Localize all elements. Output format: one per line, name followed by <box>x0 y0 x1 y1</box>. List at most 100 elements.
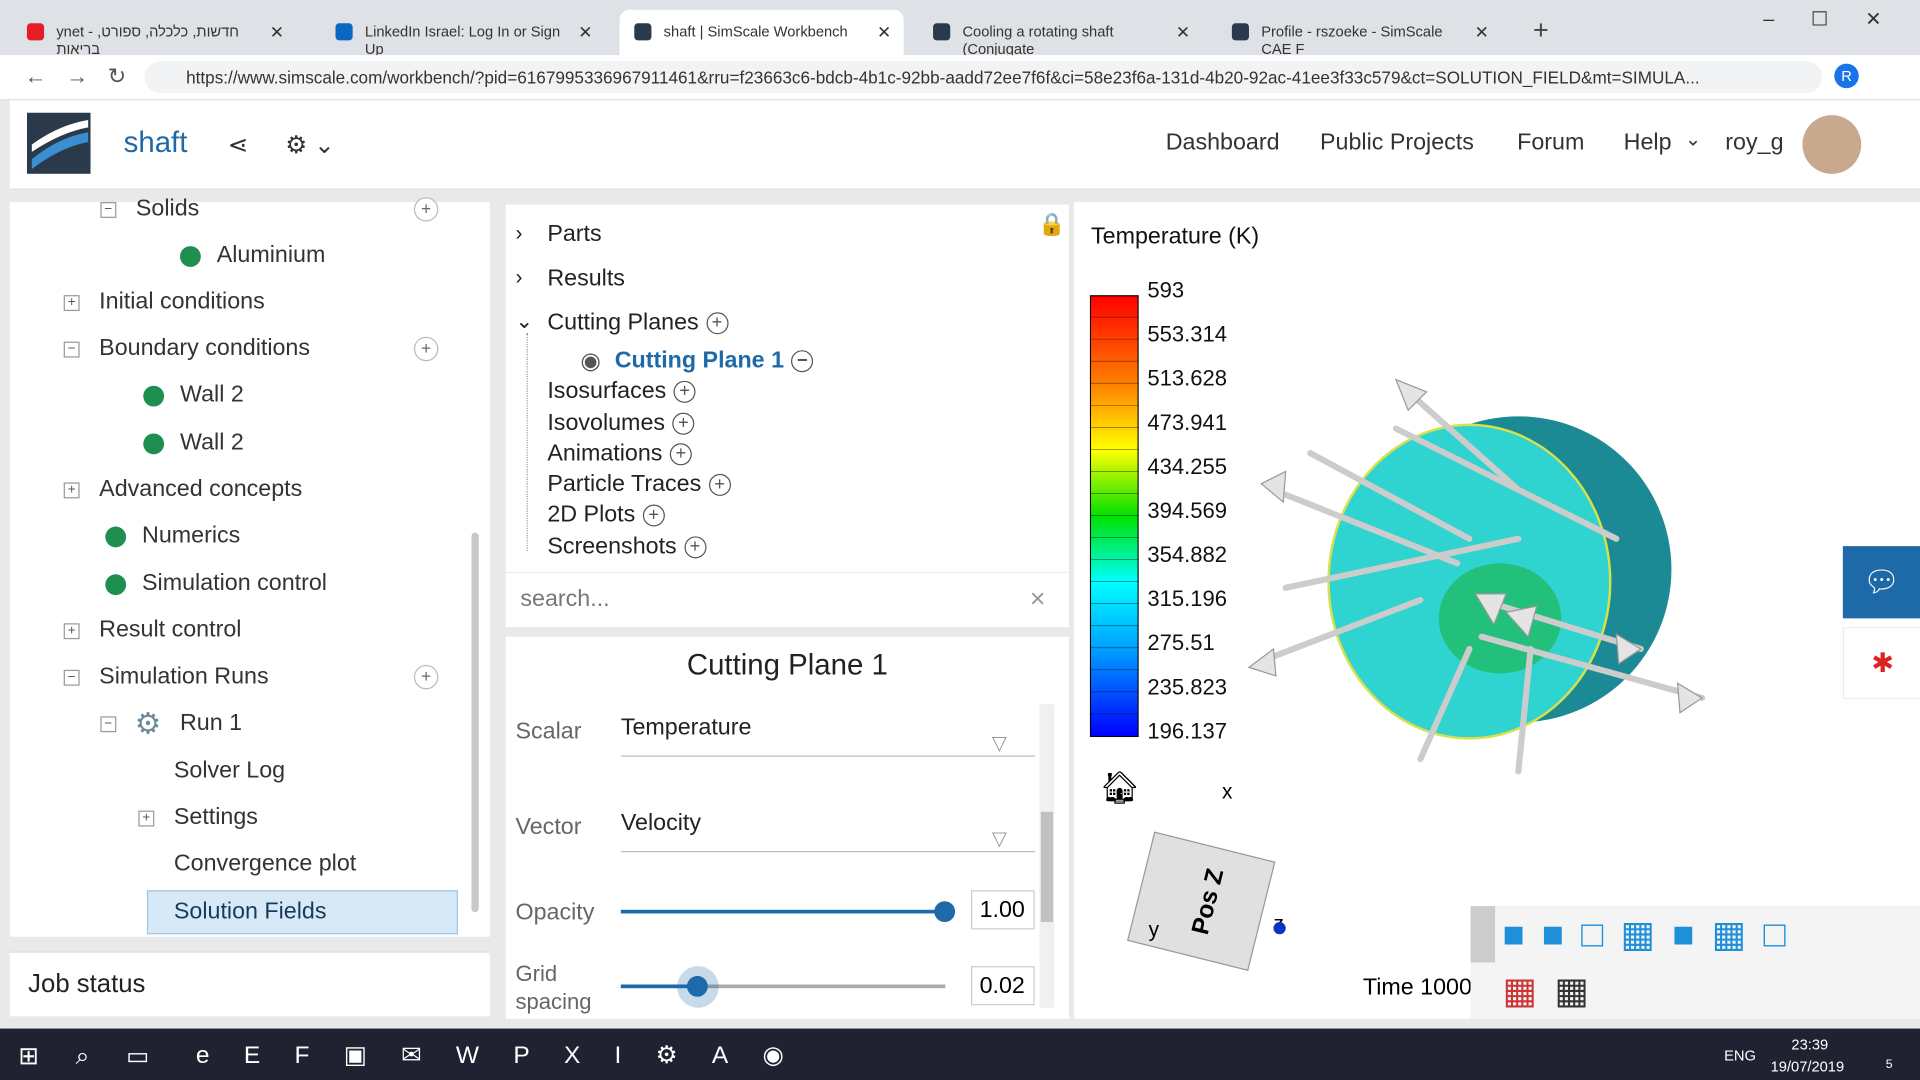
slider-thumb[interactable] <box>686 975 708 997</box>
grid-input[interactable]: 0.02 <box>971 966 1035 1006</box>
tab-bar <box>0 0 1920 56</box>
add-button[interactable]: + <box>413 664 439 690</box>
close-tab[interactable]: ✕ <box>1474 22 1489 42</box>
results-item[interactable]: Isovolumes + <box>547 410 695 437</box>
search-clear[interactable]: × <box>1029 582 1046 614</box>
expand-toggle[interactable]: − <box>100 716 117 733</box>
results-item[interactable]: 2D Plots + <box>547 502 665 529</box>
results-item[interactable]: Screenshots + <box>547 534 707 561</box>
close-tab[interactable]: ✕ <box>269 22 285 42</box>
tree-item[interactable]: Settings <box>173 804 258 831</box>
profile-avatar[interactable]: R <box>1834 63 1859 89</box>
add-button[interactable]: + <box>673 380 696 403</box>
tree-item[interactable]: Solution Fields <box>173 898 327 925</box>
window-controls[interactable]: –☐✕ <box>1763 9 1919 31</box>
add-button[interactable]: + <box>672 412 695 435</box>
add-button[interactable]: + <box>413 336 439 362</box>
bug-report[interactable]: ✱ <box>1842 626 1920 700</box>
add-button[interactable]: + <box>642 504 665 527</box>
expander[interactable]: › <box>515 221 523 245</box>
user-avatar[interactable] <box>1802 115 1862 174</box>
slider-thumb[interactable] <box>934 901 956 923</box>
tree-item[interactable]: Simulation Runs <box>99 663 269 690</box>
results-item[interactable]: Animations + <box>547 441 692 468</box>
browser-tab[interactable]: Profile - rszoeke - SimScale CAE F ✕ <box>1217 10 1501 55</box>
lock[interactable]: 🔒 <box>1038 211 1066 237</box>
tree-item[interactable]: Result control <box>99 617 242 643</box>
tree-item[interactable]: Convergence plot <box>173 851 357 877</box>
tree-item[interactable]: Wall 2 <box>180 382 244 408</box>
add-button[interactable]: + <box>706 312 729 335</box>
tree-item[interactable]: Initial conditions <box>99 288 265 315</box>
tree-item[interactable]: Simulation control <box>142 570 327 597</box>
dropdown-arrow[interactable]: ▽ <box>991 828 1007 850</box>
nav-link[interactable]: roy_g <box>1725 129 1784 156</box>
results-item[interactable]: Cutting Planes + <box>547 310 729 337</box>
results-item[interactable]: Isosurfaces + <box>547 378 696 405</box>
chat-button[interactable]: 💬︎ <box>1842 546 1920 619</box>
search-box[interactable] <box>505 571 1069 627</box>
nav-buttons[interactable]: ←→↻ <box>24 63 146 89</box>
pinned-apps[interactable]: eEF▣✉WPXI⚙A◉ <box>195 1042 819 1069</box>
add-button[interactable]: + <box>708 473 731 496</box>
favicon <box>933 23 951 41</box>
tree-item[interactable]: Aluminium <box>216 242 326 269</box>
close-tab[interactable]: ✕ <box>877 22 892 42</box>
browser-tab[interactable]: shaft | SimScale Workbench ✕ <box>619 9 904 56</box>
nav-link[interactable]: Public Projects <box>1320 129 1474 156</box>
results-item[interactable]: Particle Traces + <box>547 471 731 498</box>
nav-link[interactable]: Dashboard <box>1165 129 1280 156</box>
axis-y: y <box>1148 918 1159 942</box>
dropdown-arrow[interactable]: ▽ <box>991 733 1007 755</box>
close-tab[interactable]: ✕ <box>578 22 593 42</box>
taskbar-icons[interactable]: ⊞⌕▭ <box>18 1043 186 1071</box>
browser-tab[interactable]: ynet - חדשות, כלכלה, ספורט, בריאות ✕ <box>12 10 296 55</box>
legend-label: 473.941 <box>1147 410 1228 435</box>
tree-item[interactable]: Solver Log <box>173 757 286 784</box>
opacity-input[interactable]: 1.00 <box>971 890 1035 930</box>
grid-slider[interactable] <box>620 984 946 989</box>
results-item[interactable]: Parts <box>547 221 602 248</box>
expand-toggle[interactable]: − <box>63 669 80 686</box>
results-item[interactable]: Results <box>547 265 625 292</box>
opacity-slider[interactable] <box>620 909 946 914</box>
expand-toggle[interactable]: + <box>63 295 80 312</box>
tree-item[interactable]: Run 1 <box>180 710 243 736</box>
tree-item[interactable]: Numerics <box>142 522 241 549</box>
close-tab[interactable]: ✕ <box>1175 22 1191 42</box>
expander[interactable]: › <box>515 265 523 289</box>
visibility-icon[interactable]: ◉ <box>580 348 601 375</box>
add-button[interactable]: + <box>669 443 692 466</box>
add-button[interactable]: + <box>684 536 707 559</box>
expand-toggle[interactable]: + <box>138 810 155 827</box>
nav-link[interactable]: Forum <box>1517 129 1585 156</box>
add-button[interactable]: + <box>413 197 439 222</box>
expand-toggle[interactable]: − <box>63 341 80 358</box>
expand-toggle[interactable]: + <box>63 623 80 640</box>
share[interactable]: ⋖ <box>227 132 249 160</box>
tree-item[interactable]: Advanced concepts <box>99 476 303 503</box>
results-item[interactable]: Cutting Plane 1− <box>615 348 814 375</box>
tab-title: Profile - rszoeke - SimScale CAE F <box>1261 23 1443 56</box>
scalar-value[interactable]: Temperature <box>620 715 752 741</box>
job-status[interactable]: Job status <box>28 969 146 998</box>
settings-menu[interactable]: ⚙ ⌄ <box>285 132 335 160</box>
vector-value[interactable]: Velocity <box>620 810 702 837</box>
remove-button[interactable]: − <box>791 350 814 373</box>
browser-tab[interactable]: Cooling a rotating shaft (Conjugate ✕ <box>918 10 1202 55</box>
axis-dot <box>1273 922 1286 935</box>
browser-tab[interactable]: LinkedIn Israel: Log In or Sign Up ✕ <box>321 10 605 55</box>
tree-item[interactable]: Boundary conditions <box>99 335 311 362</box>
tree-item[interactable]: Solids <box>135 195 200 222</box>
tree-item[interactable]: Wall 2 <box>180 429 244 456</box>
omnibox[interactable] <box>144 61 1823 94</box>
expand-toggle[interactable]: + <box>63 482 80 499</box>
notification-count[interactable]: 5 <box>1885 1057 1893 1072</box>
expander[interactable]: ⌄ <box>515 309 533 334</box>
new-tab[interactable]: + <box>1533 14 1549 46</box>
expand-toggle[interactable]: − <box>100 202 117 218</box>
nav-link[interactable]: Help <box>1623 129 1672 156</box>
tab-title: LinkedIn Israel: Log In or Sign Up <box>364 23 561 56</box>
home-view[interactable]: 🏠︎ <box>1099 768 1141 806</box>
help-caret[interactable]: ⌄ <box>1684 129 1702 151</box>
